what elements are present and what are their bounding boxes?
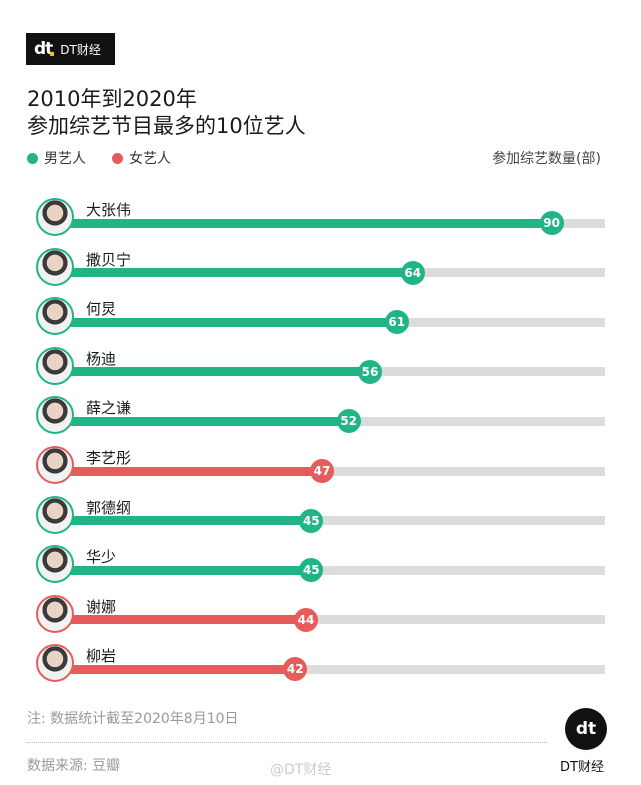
bar-track — [71, 466, 605, 476]
avatar — [36, 495, 74, 534]
value-label: 90 — [539, 211, 564, 235]
avatar — [36, 446, 74, 484]
brand-name: DT财经 — [60, 42, 101, 57]
avatar — [36, 346, 74, 385]
bar — [71, 615, 306, 625]
value-label: 61 — [384, 310, 409, 335]
title-line-1: 2010年到2020年 — [27, 87, 197, 111]
bar-track — [71, 615, 605, 625]
bar — [71, 466, 322, 476]
footnote: 注: 数据统计截至2020年8月10日 — [27, 711, 239, 727]
value-label: 42 — [283, 657, 308, 682]
logo-name: DT财经 — [560, 760, 604, 775]
dt-logo-icon: dt — [34, 39, 55, 59]
divider — [27, 742, 547, 743]
bar — [71, 416, 349, 426]
bar — [71, 516, 312, 526]
category-label: 柳岩 — [86, 647, 117, 666]
title-line-2: 参加综艺节目最多的10位艺人 — [27, 114, 306, 138]
avatar — [36, 396, 74, 435]
legend-male: 男艺人 — [27, 148, 86, 168]
legend-dot-icon — [27, 152, 38, 164]
legend-female: 女艺人 — [112, 148, 171, 168]
bar — [71, 268, 413, 278]
dt-logo-icon: dt — [565, 708, 607, 750]
bar-track — [71, 664, 605, 674]
value-label: 52 — [336, 409, 361, 434]
value-label: 47 — [309, 459, 334, 483]
bar — [71, 317, 397, 327]
bar — [71, 218, 552, 228]
data-source: 数据来源: 豆瓣 — [27, 758, 121, 774]
chart-title: 2010年到2020年 参加综艺节目最多的10位艺人 — [27, 86, 306, 140]
category-label: 杨迪 — [86, 349, 117, 368]
category-label: 华少 — [86, 548, 117, 567]
avatar — [36, 247, 74, 286]
category-label: 谢娜 — [86, 597, 117, 616]
value-label: 45 — [299, 508, 324, 533]
avatar — [36, 644, 74, 683]
value-label: 45 — [299, 558, 324, 583]
category-label: 大张伟 — [86, 201, 132, 219]
category-label: 薛之谦 — [86, 399, 132, 418]
bar-track — [71, 565, 605, 575]
bar — [71, 664, 296, 674]
bar-track — [71, 516, 605, 526]
bar — [71, 565, 312, 575]
category-label: 李艺彤 — [86, 449, 132, 467]
value-label: 64 — [400, 260, 425, 285]
value-label: 56 — [358, 359, 383, 384]
weibo-watermark: @DT财经 — [270, 762, 332, 778]
avatar — [36, 594, 74, 633]
value-label: 44 — [293, 607, 318, 632]
avatar — [36, 198, 74, 236]
avatar — [36, 297, 74, 336]
category-label: 何炅 — [86, 300, 117, 319]
category-label: 郭德纲 — [86, 498, 132, 517]
brand-badge: dt DT财经 — [26, 33, 115, 65]
legend: 男艺人 女艺人 — [27, 148, 171, 168]
bar — [71, 367, 371, 377]
category-label: 撒贝宁 — [86, 250, 132, 269]
avatar — [36, 545, 74, 584]
axis-label: 参加综艺数量(部) — [492, 151, 601, 167]
legend-dot-icon — [112, 152, 123, 164]
